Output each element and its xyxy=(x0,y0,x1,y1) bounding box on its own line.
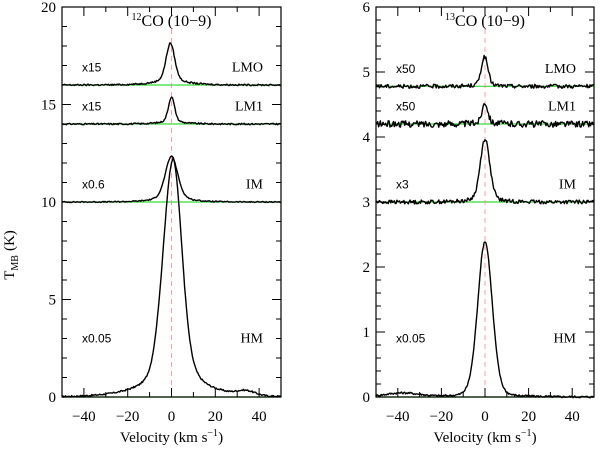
x-tick-label: −40 xyxy=(72,409,95,425)
scale-label-hm: x0.05 xyxy=(396,332,426,346)
panel-title: 13CO (10−9) xyxy=(445,12,525,30)
spectrum-im xyxy=(375,139,595,205)
spectrum-hm xyxy=(61,156,282,398)
scale-label-lm1: x50 xyxy=(396,99,416,113)
x-axis-title: Velocity (km s−1) xyxy=(120,428,223,446)
x-tick-label: 0 xyxy=(481,409,489,425)
y-axis-title-unit: (K) xyxy=(2,230,18,251)
source-label-lm1: LM1 xyxy=(548,99,576,114)
source-label-lmo: LMO xyxy=(545,62,576,77)
x-tick-label: 40 xyxy=(565,409,580,425)
spectrum-lm1 xyxy=(375,103,595,128)
y-tick-label: 5 xyxy=(363,65,371,81)
source-label-lm1: LM1 xyxy=(235,99,263,114)
scale-label-hm: x0.05 xyxy=(82,332,112,346)
spectrum-lmo xyxy=(61,42,282,87)
spectrum-lm1 xyxy=(61,96,282,126)
source-label-im: IM xyxy=(246,177,264,192)
y-tick-label: 1 xyxy=(363,325,371,341)
scale-label-im: x3 xyxy=(396,177,409,191)
y-tick-label: 2 xyxy=(363,260,371,276)
y-tick-label: 4 xyxy=(363,130,371,146)
y-tick-label: 6 xyxy=(363,0,371,16)
source-label-lmo: LMO xyxy=(232,60,263,75)
x-tick-label: 20 xyxy=(208,409,223,425)
y-axis-title-sub: MB xyxy=(10,255,21,271)
spectrum-lmo xyxy=(375,54,595,89)
scale-label-lm1: x15 xyxy=(82,99,102,113)
y-tick-label: 0 xyxy=(363,390,371,406)
chart-panel-1: −40 −20 0 20 40 0 5 10 15 20 Velocity (km s−1) 12CO… xyxy=(41,0,282,446)
x-tick-label: 0 xyxy=(168,409,176,425)
x-axis-title: Velocity (km s−1) xyxy=(433,428,536,446)
x-tick-label: −40 xyxy=(386,409,409,425)
x-tick-label: 20 xyxy=(521,409,536,425)
scale-label-im: x0.6 xyxy=(82,177,105,191)
source-label-hm: HM xyxy=(553,332,576,347)
x-tick-label: −20 xyxy=(116,409,139,425)
svg-text:TMB(K): TMB (K) xyxy=(2,230,21,280)
spectrum-hm xyxy=(375,241,595,399)
scale-label-lmo: x50 xyxy=(396,62,416,76)
y-tick-label: 3 xyxy=(363,195,371,211)
panel-title: 12CO (10−9) xyxy=(132,12,212,30)
y-tick-label: 0 xyxy=(49,390,57,406)
scale-label-lmo: x15 xyxy=(82,60,102,74)
x-tick-label: −20 xyxy=(430,409,453,425)
source-label-hm: HM xyxy=(240,332,263,347)
y-tick-label: 10 xyxy=(41,195,56,211)
spectrum-im xyxy=(61,155,282,204)
y-axis-title: TMB (K) xyxy=(2,230,21,280)
y-tick-label: 20 xyxy=(41,0,56,16)
y-tick-label: 5 xyxy=(49,293,57,309)
y-tick-label: 15 xyxy=(41,98,56,114)
x-tick-label: 40 xyxy=(252,409,267,425)
y-axis-title-main: T xyxy=(2,271,18,280)
chart-panel-2: −40 −20 0 20 40 0 1 2 3 4 5 6 Velocity (km s−1) 13CO … xyxy=(363,0,595,446)
source-label-im: IM xyxy=(559,177,577,192)
